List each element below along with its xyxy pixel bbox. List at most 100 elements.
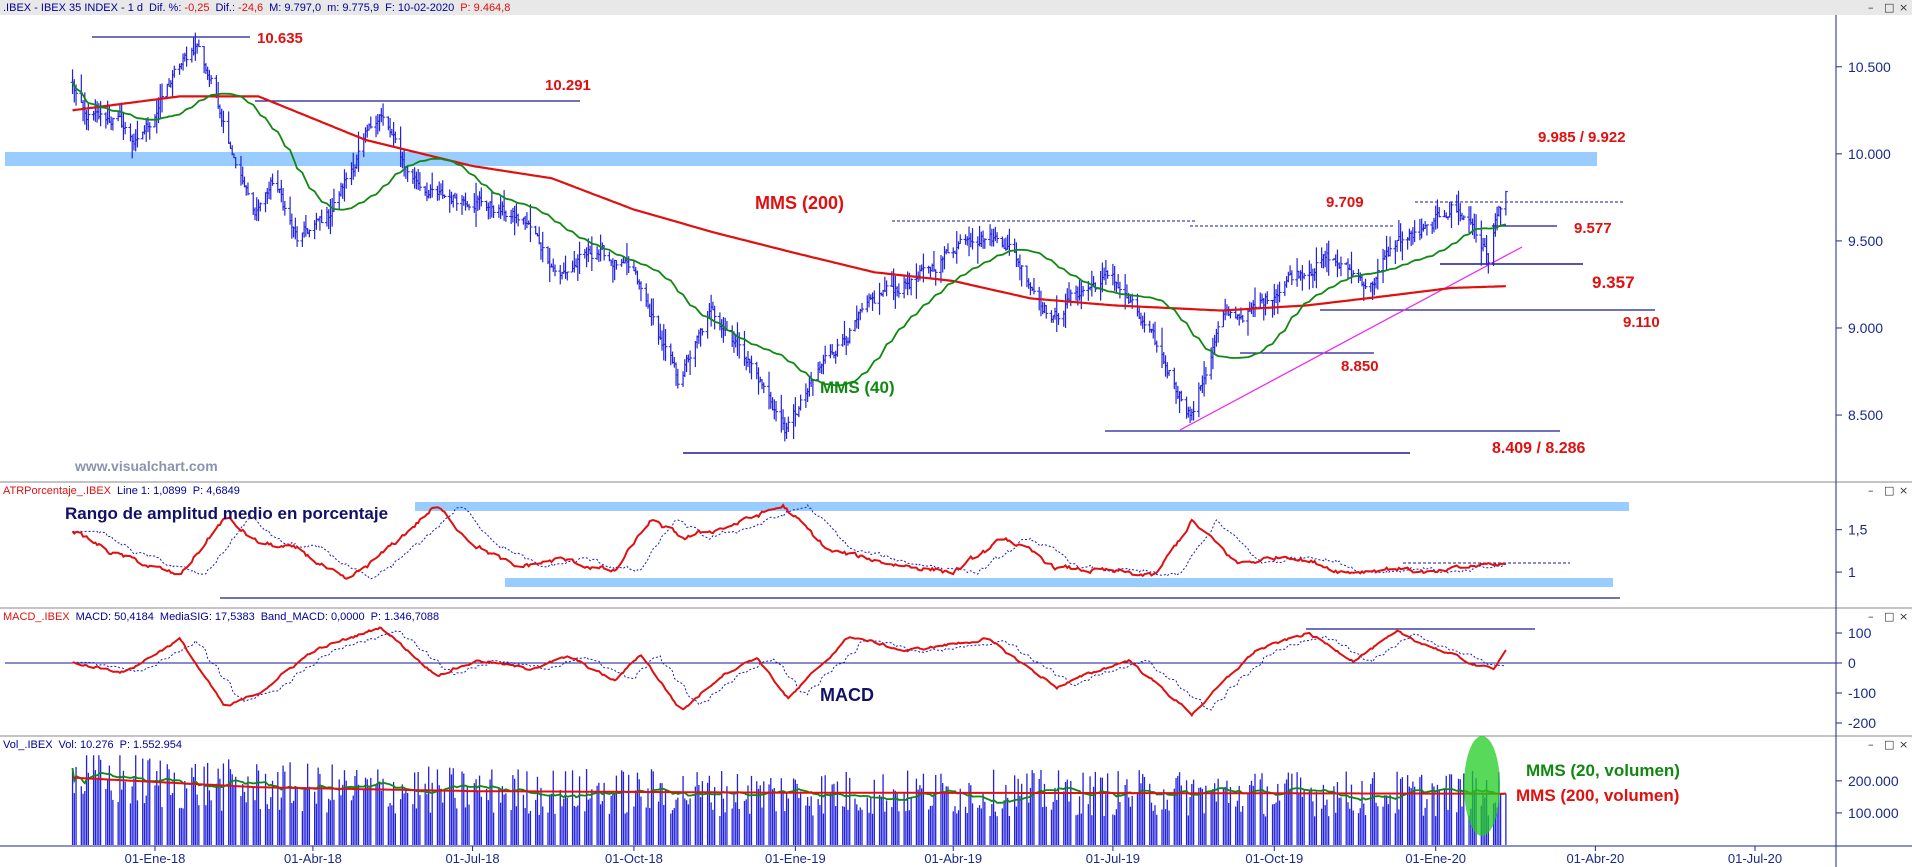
- minimize-icon[interactable]: –: [1868, 484, 1874, 497]
- hdr-main-dif-label: Dif.:: [215, 2, 235, 14]
- price-bar: [1289, 270, 1294, 286]
- price-bar: [1167, 369, 1172, 377]
- minimize-icon[interactable]: –: [1868, 610, 1874, 623]
- price-bar: [430, 172, 435, 198]
- vol-window-buttons: – □ ×: [1868, 738, 1908, 751]
- atr-annotation-lines: [220, 502, 1629, 599]
- price-bar: [1179, 390, 1184, 402]
- hdr-vol-name: Vol_.IBEX: [3, 739, 53, 751]
- price-bar: [196, 39, 201, 48]
- x-tick-label: 01-Oct-19: [1245, 851, 1303, 866]
- price-bar: [1351, 270, 1356, 276]
- label-9357: 9.357: [1592, 273, 1635, 292]
- price-bar: [1503, 190, 1508, 216]
- label-10635: 10.635: [257, 30, 303, 47]
- price-window-buttons: – □ ×: [1868, 1, 1908, 14]
- price-bar: [995, 232, 1000, 244]
- price-panel-header: .IBEX - IBEX 35 INDEX - 1 d Dif. %: -0,25 D…: [0, 0, 1912, 15]
- hdr-macd-sig: MediaSIG: 17,5383: [160, 611, 255, 623]
- price-bar: [1154, 340, 1159, 353]
- ma40-line: [71, 81, 1507, 387]
- price-bar: [1191, 401, 1196, 421]
- price-bar: [712, 305, 717, 330]
- price-bar: [454, 193, 459, 211]
- vol-panel-header: Vol_.IBEX Vol: 10.276 P: 1.552.954: [3, 739, 182, 751]
- x-tick-label: 01-Abr-19: [924, 851, 982, 866]
- minimize-icon[interactable]: –: [1868, 738, 1874, 751]
- price-bar: [860, 302, 865, 313]
- atr-upper-band: [415, 502, 1629, 511]
- price-y-axis: 10.500 10.000 9.500 9.000 8.500: [1836, 59, 1891, 423]
- x-tick-label: 01-Ene-20: [1405, 851, 1466, 866]
- x-tick-label: 01-Ene-19: [765, 851, 826, 866]
- hdr-main-m: M: 9.797,0: [269, 2, 321, 14]
- hdr-main-difpct: -0,25: [184, 2, 209, 14]
- price-bar: [565, 271, 570, 281]
- price-bar: [1437, 207, 1442, 218]
- minimize-icon[interactable]: –: [1868, 1, 1874, 14]
- price-bar: [1314, 247, 1319, 289]
- price-bar: [540, 231, 545, 263]
- x-axis: 01-Ene-18 01-Abr-18 01-Jul-18 01-Oct-18 01-E…: [125, 846, 1782, 866]
- restore-icon[interactable]: □: [1884, 1, 1894, 14]
- price-bar: [909, 278, 914, 296]
- label-vol-mms20: MMS (20, volumen): [1526, 761, 1680, 780]
- price-bar: [1338, 256, 1343, 277]
- price-bar: [749, 355, 754, 380]
- price-bar: [614, 260, 619, 270]
- label-9709: 9.709: [1326, 194, 1364, 211]
- price-bar: [1019, 265, 1024, 287]
- restore-icon[interactable]: □: [1884, 738, 1894, 751]
- x-tick-label: 01-Jul-18: [445, 851, 499, 866]
- macd-y-tick-label: 0: [1848, 655, 1856, 671]
- price-bar: [872, 290, 877, 304]
- restore-icon[interactable]: □: [1884, 484, 1894, 497]
- label-mms40: MMS (40): [820, 378, 895, 397]
- macd-y-tick-label: 100: [1848, 625, 1872, 641]
- price-bar: [933, 269, 938, 286]
- price-bar: [1031, 277, 1036, 295]
- hdr-macd-p: P: 1.346,7088: [371, 611, 440, 623]
- label-macd-title: MACD: [820, 685, 874, 705]
- hdr-macd-name: MACD_.IBEX: [3, 611, 70, 623]
- price-bar: [393, 131, 398, 144]
- label-8850: 8.850: [1341, 358, 1379, 375]
- macd-y-axis: 100 0 -100 -200: [1836, 625, 1876, 731]
- price-bar: [970, 228, 975, 250]
- price-bar: [221, 110, 226, 134]
- price-bar: [1412, 220, 1417, 243]
- close-icon[interactable]: ×: [1899, 738, 1908, 751]
- price-bar: [1461, 215, 1466, 221]
- price-bar: [1375, 258, 1380, 290]
- price-bar: [798, 394, 803, 411]
- atr-y-tick-label: 1: [1848, 564, 1856, 580]
- price-bar: [344, 172, 349, 189]
- atr-y-tick-label: 1,5: [1848, 522, 1868, 538]
- price-bar: [700, 328, 705, 336]
- atr-line: [71, 503, 1506, 580]
- macd-window-buttons: – □ ×: [1868, 610, 1908, 623]
- price-bar: [1486, 253, 1491, 274]
- price-bar: [135, 120, 140, 148]
- restore-icon[interactable]: □: [1884, 610, 1894, 623]
- macd-y-tick-label: -200: [1848, 715, 1876, 731]
- close-icon[interactable]: ×: [1899, 1, 1908, 14]
- price-bar: [958, 234, 963, 245]
- price-bar: [233, 157, 238, 169]
- label-vol-mms200: MMS (200, volumen): [1516, 786, 1679, 805]
- price-bar: [1498, 206, 1503, 227]
- atr-lower-band: [505, 578, 1613, 587]
- price-bar: [982, 238, 987, 249]
- price-bar: [823, 345, 828, 364]
- price-bar: [467, 203, 472, 211]
- close-icon[interactable]: ×: [1899, 610, 1908, 623]
- price-bar: [589, 236, 594, 272]
- volume-y-axis: 200.000 100.000: [1836, 773, 1899, 821]
- hdr-main-name: .IBEX - IBEX 35 INDEX - 1 d: [3, 2, 143, 14]
- hdr-main-m2: m: 9.775,9: [327, 2, 379, 14]
- close-icon[interactable]: ×: [1899, 484, 1908, 497]
